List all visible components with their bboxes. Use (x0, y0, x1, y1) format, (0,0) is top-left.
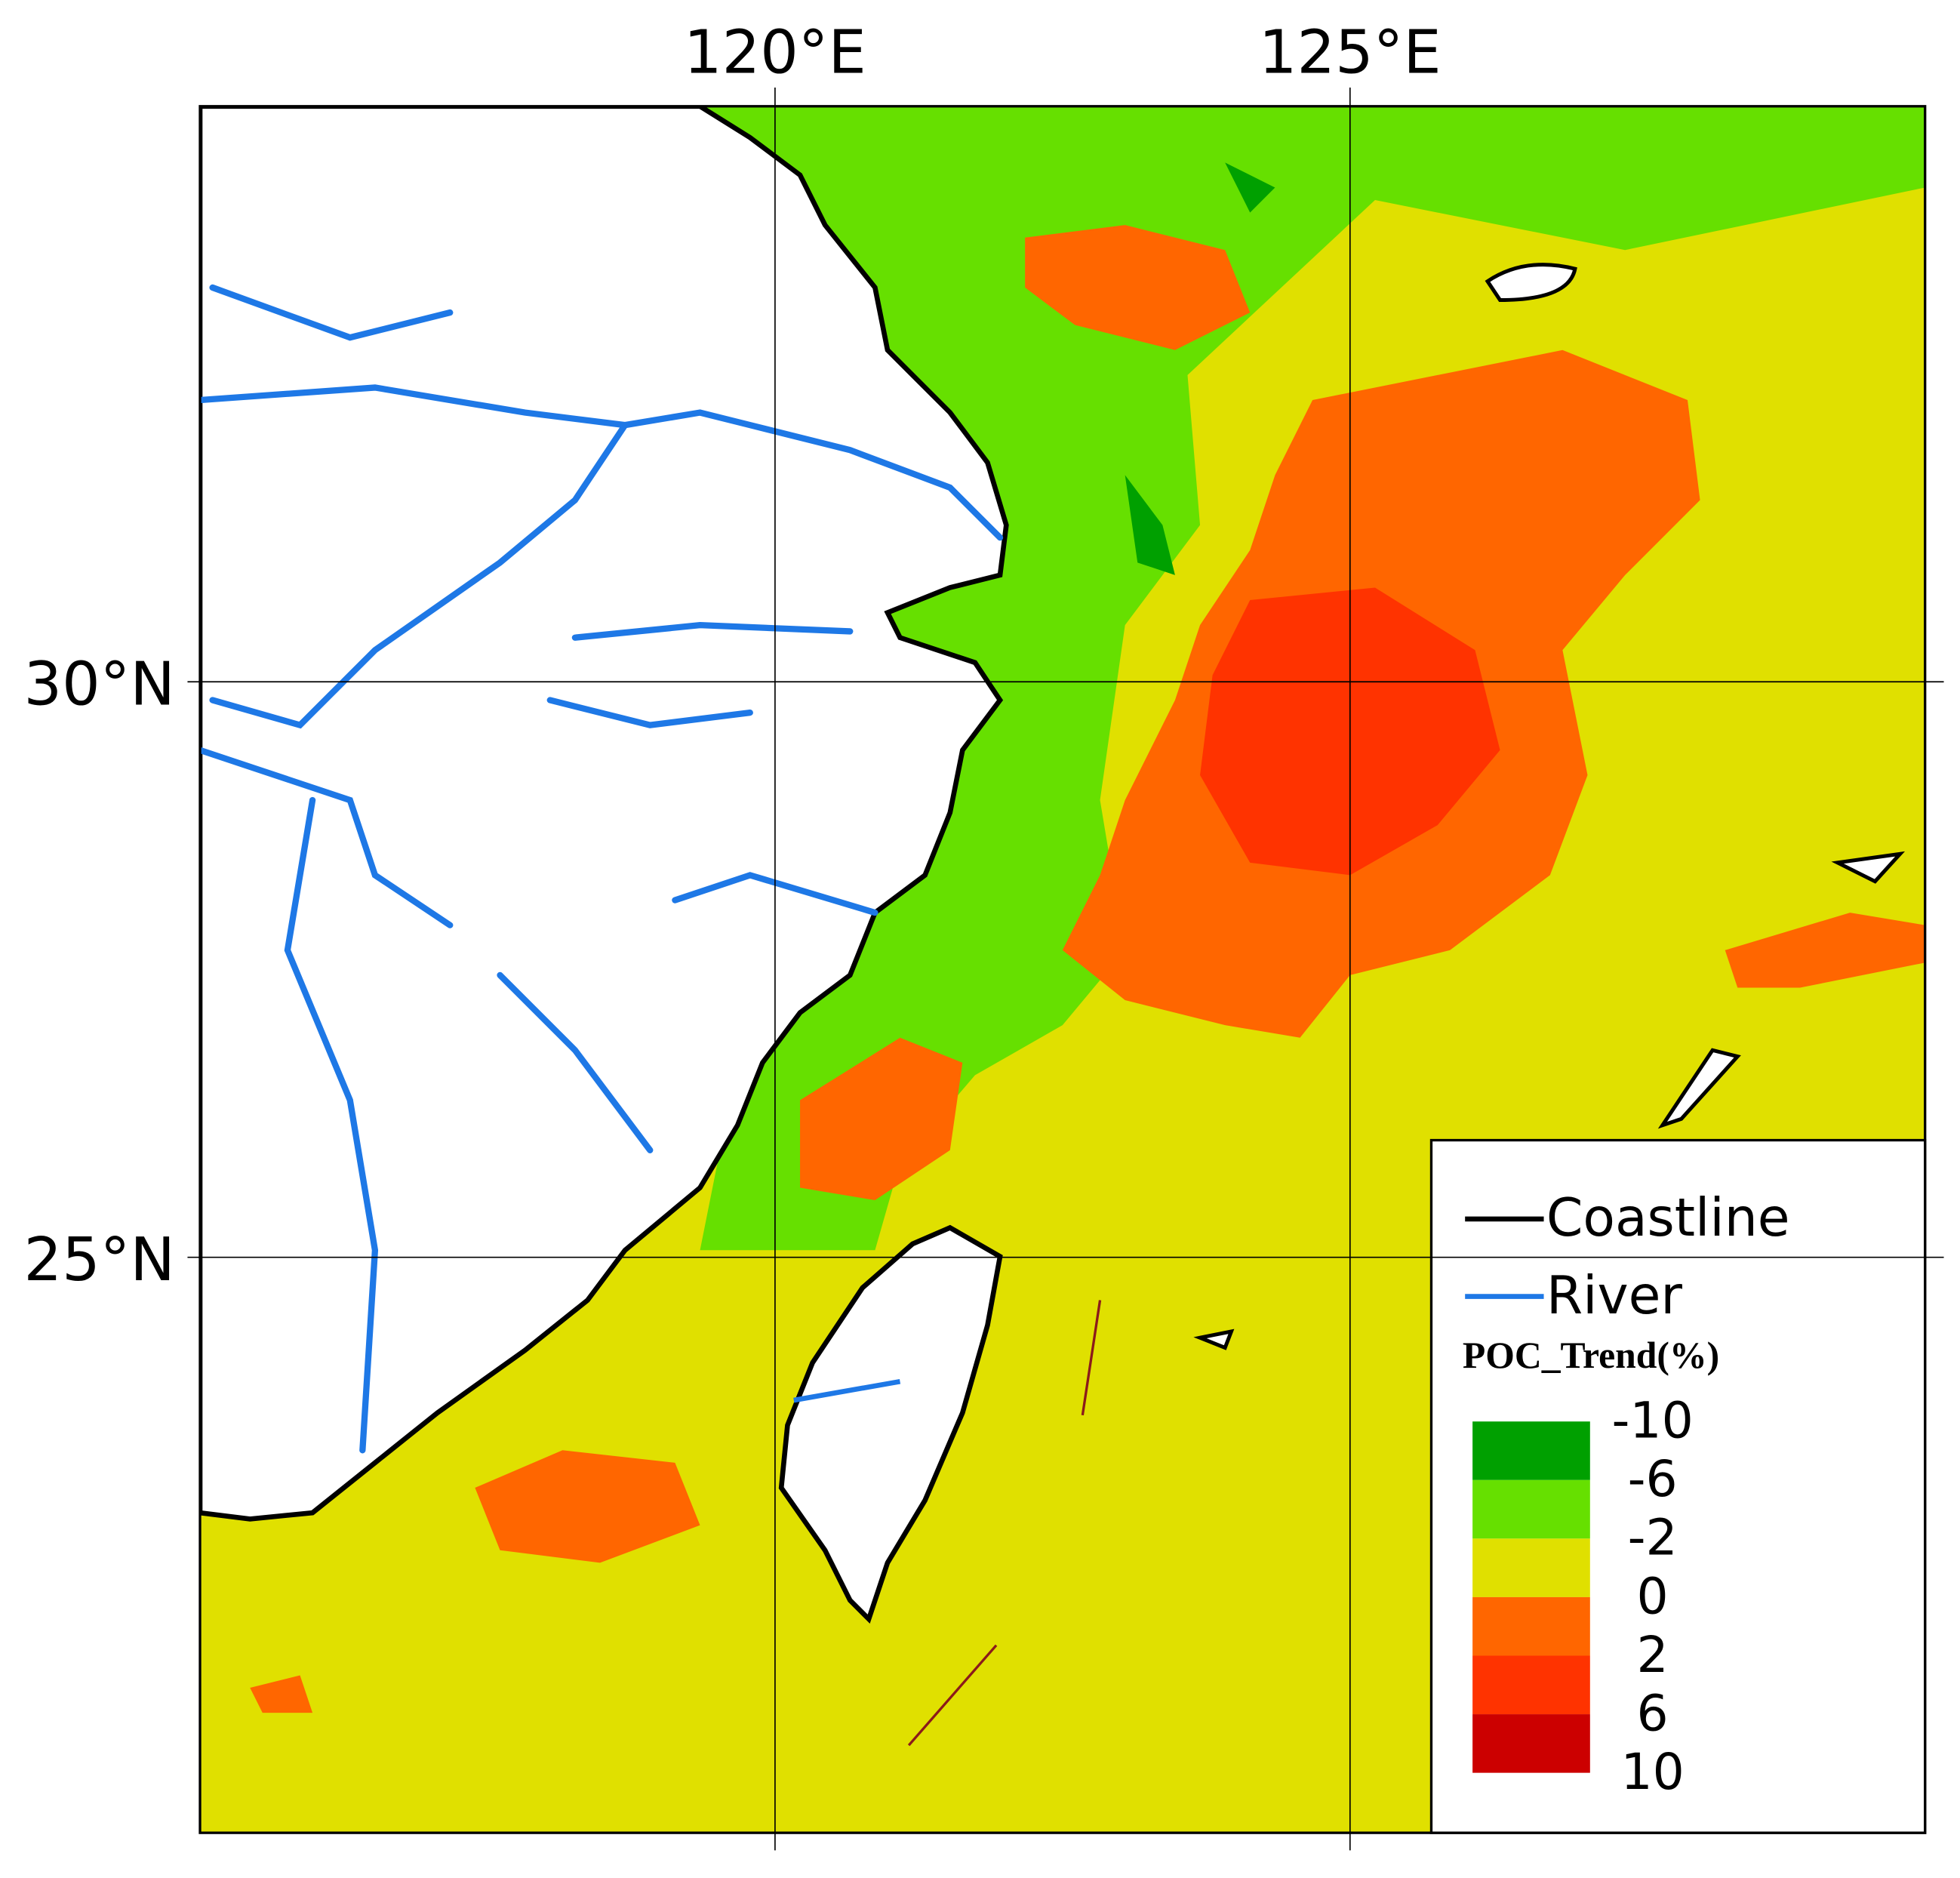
map-frame (198, 105, 1927, 1834)
colorbar-bin (1472, 1479, 1590, 1539)
fault-line (907, 1300, 1102, 1747)
orange-patch (800, 1037, 963, 1201)
colorbar-tick-label: 0 (1637, 1567, 1669, 1625)
colorbar-bin (1472, 1655, 1590, 1715)
colorbar-bin (1472, 1714, 1590, 1773)
colorbar-tick-label: -6 (1628, 1450, 1678, 1508)
river (793, 1378, 901, 1403)
orange-patch (1725, 913, 1925, 988)
colorbar-tick-label: 6 (1637, 1684, 1669, 1742)
mainland (200, 106, 1009, 1522)
river (200, 284, 1004, 1454)
lat-tick-label: 30°N (23, 648, 174, 719)
map-group: POC_Trend(%) 120°E 125°E 30°N 25°N Coastline… (23, 17, 1944, 1851)
dark-green-zone (1125, 162, 1275, 575)
lon-tick-label: 120°E (684, 17, 866, 88)
colorbar-tick-label: 2 (1637, 1626, 1669, 1684)
lat-tick-label: 25°N (23, 1224, 174, 1295)
green-zone (700, 106, 1925, 1251)
map-area (200, 106, 1925, 1833)
colorbar-bin (1472, 1421, 1590, 1480)
taiwan (778, 1224, 1003, 1624)
orange-patch (475, 1450, 700, 1563)
orange-patch (250, 1675, 313, 1713)
lon-tick-label: 125°E (1259, 17, 1442, 88)
orange-patch (1025, 225, 1251, 350)
colorbar-tick-label: -10 (1612, 1392, 1694, 1450)
colorbar-bin (1472, 1596, 1590, 1656)
legend-label: River (1546, 1265, 1683, 1326)
colorbar-title: POC_Trend(%) (1463, 1335, 1719, 1376)
legend-label: Coastline (1546, 1187, 1790, 1248)
colorbar-bin (1472, 1538, 1590, 1597)
colorbar-tick-label: -2 (1628, 1509, 1678, 1567)
island (1193, 263, 1906, 1350)
colorbar-tick-label: 10 (1620, 1743, 1684, 1801)
